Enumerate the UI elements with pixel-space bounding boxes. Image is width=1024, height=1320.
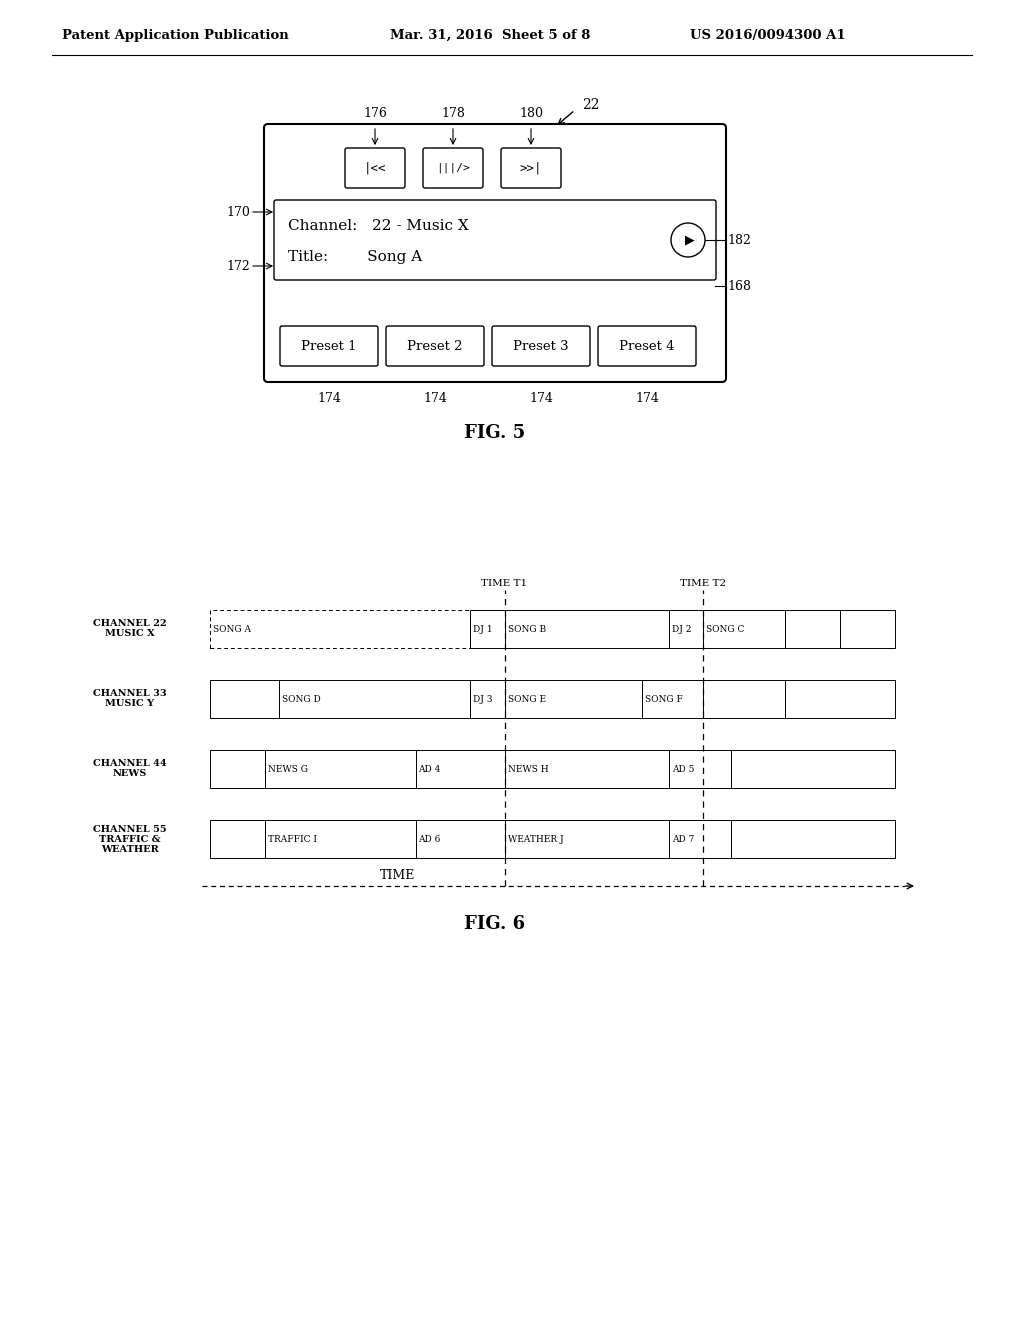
Text: 174: 174 xyxy=(529,392,553,404)
Text: MUSIC X: MUSIC X xyxy=(105,630,155,639)
Text: TIME: TIME xyxy=(380,869,415,882)
FancyBboxPatch shape xyxy=(501,148,561,187)
Text: SONG F: SONG F xyxy=(644,694,682,704)
Bar xyxy=(505,610,669,648)
Text: ▶: ▶ xyxy=(685,234,695,247)
Text: CHANNEL 55: CHANNEL 55 xyxy=(93,825,167,833)
Text: WEATHER: WEATHER xyxy=(101,845,159,854)
Text: SONG D: SONG D xyxy=(282,694,321,704)
Text: 172: 172 xyxy=(226,260,250,272)
Text: NEWS G: NEWS G xyxy=(268,764,308,774)
Bar xyxy=(470,610,505,648)
Text: SONG C: SONG C xyxy=(707,624,744,634)
Text: 180: 180 xyxy=(519,107,543,120)
Bar xyxy=(210,820,265,858)
Bar xyxy=(785,610,841,648)
Text: Patent Application Publication: Patent Application Publication xyxy=(62,29,289,41)
FancyBboxPatch shape xyxy=(280,326,378,366)
Bar xyxy=(669,610,703,648)
Bar xyxy=(703,680,785,718)
Bar xyxy=(505,680,642,718)
Bar xyxy=(505,820,669,858)
Bar xyxy=(470,680,505,718)
Text: DJ 1: DJ 1 xyxy=(473,624,493,634)
Text: Mar. 31, 2016  Sheet 5 of 8: Mar. 31, 2016 Sheet 5 of 8 xyxy=(390,29,591,41)
Bar xyxy=(642,680,703,718)
Bar xyxy=(785,680,895,718)
Bar xyxy=(265,750,416,788)
Bar xyxy=(416,820,505,858)
Text: TIME T1: TIME T1 xyxy=(481,579,527,587)
Text: |<<: |<< xyxy=(364,161,386,174)
Text: 170: 170 xyxy=(226,206,250,219)
Text: 168: 168 xyxy=(727,280,751,293)
Text: CHANNEL 33: CHANNEL 33 xyxy=(93,689,167,698)
Text: TRAFFIC &: TRAFFIC & xyxy=(99,834,161,843)
Text: MUSIC Y: MUSIC Y xyxy=(105,700,155,709)
Text: NEWS H: NEWS H xyxy=(508,764,548,774)
Text: SONG A: SONG A xyxy=(213,624,251,634)
Text: 176: 176 xyxy=(364,107,387,120)
Text: TRAFFIC I: TRAFFIC I xyxy=(268,834,316,843)
Text: NEWS: NEWS xyxy=(113,770,147,779)
Text: >>|: >>| xyxy=(520,161,543,174)
Text: 174: 174 xyxy=(423,392,446,404)
Text: AD 6: AD 6 xyxy=(419,834,441,843)
Text: |||/>: |||/> xyxy=(436,162,470,173)
Bar xyxy=(210,680,279,718)
Text: TIME T2: TIME T2 xyxy=(680,579,726,587)
Text: FIG. 5: FIG. 5 xyxy=(464,424,525,442)
Text: AD 5: AD 5 xyxy=(672,764,694,774)
Text: CHANNEL 22: CHANNEL 22 xyxy=(93,619,167,628)
Bar xyxy=(730,750,895,788)
Text: 178: 178 xyxy=(441,107,465,120)
Text: WEATHER J: WEATHER J xyxy=(508,834,563,843)
FancyBboxPatch shape xyxy=(598,326,696,366)
Bar xyxy=(841,610,895,648)
Text: 174: 174 xyxy=(317,392,341,404)
Bar xyxy=(730,820,895,858)
Bar xyxy=(669,820,730,858)
Bar xyxy=(279,680,470,718)
Text: Title:        Song A: Title: Song A xyxy=(288,249,422,264)
Text: Preset 4: Preset 4 xyxy=(620,339,675,352)
Bar xyxy=(505,750,669,788)
Bar xyxy=(416,750,505,788)
Text: AD 4: AD 4 xyxy=(419,764,441,774)
Text: DJ 2: DJ 2 xyxy=(672,624,691,634)
Text: Channel:   22 - Music X: Channel: 22 - Music X xyxy=(288,219,469,234)
Text: 22: 22 xyxy=(582,98,599,112)
Text: DJ 3: DJ 3 xyxy=(473,694,493,704)
Text: US 2016/0094300 A1: US 2016/0094300 A1 xyxy=(690,29,846,41)
Bar xyxy=(703,610,785,648)
Bar xyxy=(210,610,470,648)
Text: Preset 3: Preset 3 xyxy=(513,339,568,352)
Bar xyxy=(265,820,416,858)
Text: SONG E: SONG E xyxy=(508,694,546,704)
Bar xyxy=(669,750,730,788)
FancyBboxPatch shape xyxy=(274,201,716,280)
Text: FIG. 6: FIG. 6 xyxy=(465,915,525,933)
FancyBboxPatch shape xyxy=(264,124,726,381)
FancyBboxPatch shape xyxy=(345,148,406,187)
Text: Preset 2: Preset 2 xyxy=(408,339,463,352)
Text: SONG B: SONG B xyxy=(508,624,546,634)
Text: 174: 174 xyxy=(635,392,658,404)
Text: CHANNEL 44: CHANNEL 44 xyxy=(93,759,167,768)
Text: 182: 182 xyxy=(727,234,751,247)
Text: Preset 1: Preset 1 xyxy=(301,339,356,352)
Text: AD 7: AD 7 xyxy=(672,834,694,843)
Bar xyxy=(210,750,265,788)
FancyBboxPatch shape xyxy=(386,326,484,366)
FancyBboxPatch shape xyxy=(492,326,590,366)
FancyBboxPatch shape xyxy=(423,148,483,187)
